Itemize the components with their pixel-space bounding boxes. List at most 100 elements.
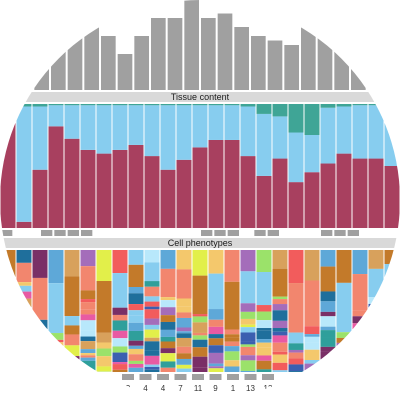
tissue-bar-tumor xyxy=(48,126,64,228)
cell-segment xyxy=(352,348,368,355)
cell-segment xyxy=(240,360,256,371)
tissue-bar-stroma xyxy=(352,105,368,159)
cell-segment xyxy=(144,341,160,351)
cell-phenotypes-strip: Cell phenotypes xyxy=(0,238,400,248)
cell-segment xyxy=(192,250,208,276)
cell-segment xyxy=(64,345,80,357)
tissue-bar-tumor xyxy=(176,159,192,228)
group-bar xyxy=(201,230,213,236)
tissue-bar-tumor xyxy=(240,156,256,228)
cell-segment xyxy=(240,341,256,345)
cell-segment xyxy=(176,368,192,372)
cell-segment xyxy=(224,346,240,352)
cell-segment xyxy=(16,285,32,292)
tissue-bar-stroma xyxy=(208,105,224,140)
cell-segment xyxy=(32,357,48,363)
cell-segment xyxy=(272,328,288,332)
tissue-bar-tumor xyxy=(320,163,336,228)
cell-segment xyxy=(16,291,32,299)
cell-segment xyxy=(96,332,112,343)
cell-segment xyxy=(336,358,352,363)
cell-segment xyxy=(336,342,352,348)
cell-segment xyxy=(336,347,352,352)
cell-segment xyxy=(80,353,96,356)
tissue-bar-other xyxy=(128,104,144,106)
cell-segment xyxy=(288,349,304,353)
cell-segment xyxy=(256,272,272,306)
cluster-label: 1 xyxy=(231,384,236,393)
tissue-bar-tumor xyxy=(336,153,352,228)
cell-segment xyxy=(256,320,272,329)
cell-segment xyxy=(224,341,240,347)
cell-segment xyxy=(208,250,224,274)
tissue-bar-stroma xyxy=(368,105,384,159)
cell-segment xyxy=(352,339,368,343)
cell-segment xyxy=(112,369,128,372)
total-bar xyxy=(17,40,33,90)
cell-segment xyxy=(160,341,176,349)
cell-segment xyxy=(80,336,96,342)
tissue-bar-other xyxy=(80,104,96,106)
cell-segment xyxy=(384,368,400,372)
cell-segment xyxy=(224,250,240,282)
cell-segment xyxy=(272,354,288,363)
cell-segment xyxy=(240,332,256,342)
cell-segment xyxy=(0,339,16,347)
cluster-tick xyxy=(244,374,257,380)
cell-segment xyxy=(128,340,144,346)
group-bar xyxy=(54,230,66,236)
cell-segment xyxy=(352,274,368,311)
cell-segment xyxy=(128,310,144,316)
tissue-bar-tumor xyxy=(304,172,320,228)
tissue-bar-stroma xyxy=(128,105,144,145)
group-bar xyxy=(321,230,333,236)
cell-segment xyxy=(80,266,96,291)
cell-segment xyxy=(16,349,32,356)
tissue-bar-tumor xyxy=(144,156,160,228)
cell-segment xyxy=(176,353,192,359)
group-bar xyxy=(41,230,53,236)
total-bar xyxy=(251,36,266,90)
cell-segment xyxy=(368,303,384,314)
cell-segment xyxy=(64,276,80,317)
cell-segment xyxy=(256,339,272,343)
cell-segment xyxy=(368,349,384,354)
cell-segment xyxy=(352,354,368,358)
cell-segment xyxy=(336,354,352,359)
cell-segment xyxy=(320,291,336,302)
tissue-bar-stroma xyxy=(0,105,16,121)
cell-segment xyxy=(208,352,224,364)
cell-segment xyxy=(96,250,112,281)
tissue-bar-tumor xyxy=(224,139,240,228)
cluster-tick xyxy=(174,374,187,380)
cell-segment xyxy=(144,329,160,338)
cell-segment xyxy=(352,364,368,372)
cell-segment xyxy=(144,366,160,370)
tissue-bar-tumor xyxy=(80,149,96,228)
cell-segment xyxy=(48,357,64,368)
cell-segment xyxy=(384,311,400,315)
cluster-tick xyxy=(139,374,152,380)
cell-segment xyxy=(208,338,224,346)
cell-segment xyxy=(240,346,256,356)
cell-segment xyxy=(96,366,112,372)
cell-segment xyxy=(288,352,304,359)
tissue-bar-tumor xyxy=(112,149,128,228)
cell-segment xyxy=(384,345,400,356)
cell-segment xyxy=(128,304,144,311)
cluster-label: 4 xyxy=(143,384,148,393)
cell-segment xyxy=(160,300,176,308)
cell-segment xyxy=(0,250,16,283)
cell-segment xyxy=(128,360,144,364)
cluster-tick xyxy=(157,374,169,380)
cell-segment xyxy=(288,358,304,365)
cell-segment xyxy=(352,310,368,317)
cell-segment xyxy=(368,318,384,327)
cell-segment xyxy=(160,353,176,362)
cell-segment xyxy=(224,334,240,338)
cell-segment xyxy=(368,362,384,371)
tissue-bar-other xyxy=(16,104,32,107)
tissue-bar-tumor xyxy=(384,166,400,228)
